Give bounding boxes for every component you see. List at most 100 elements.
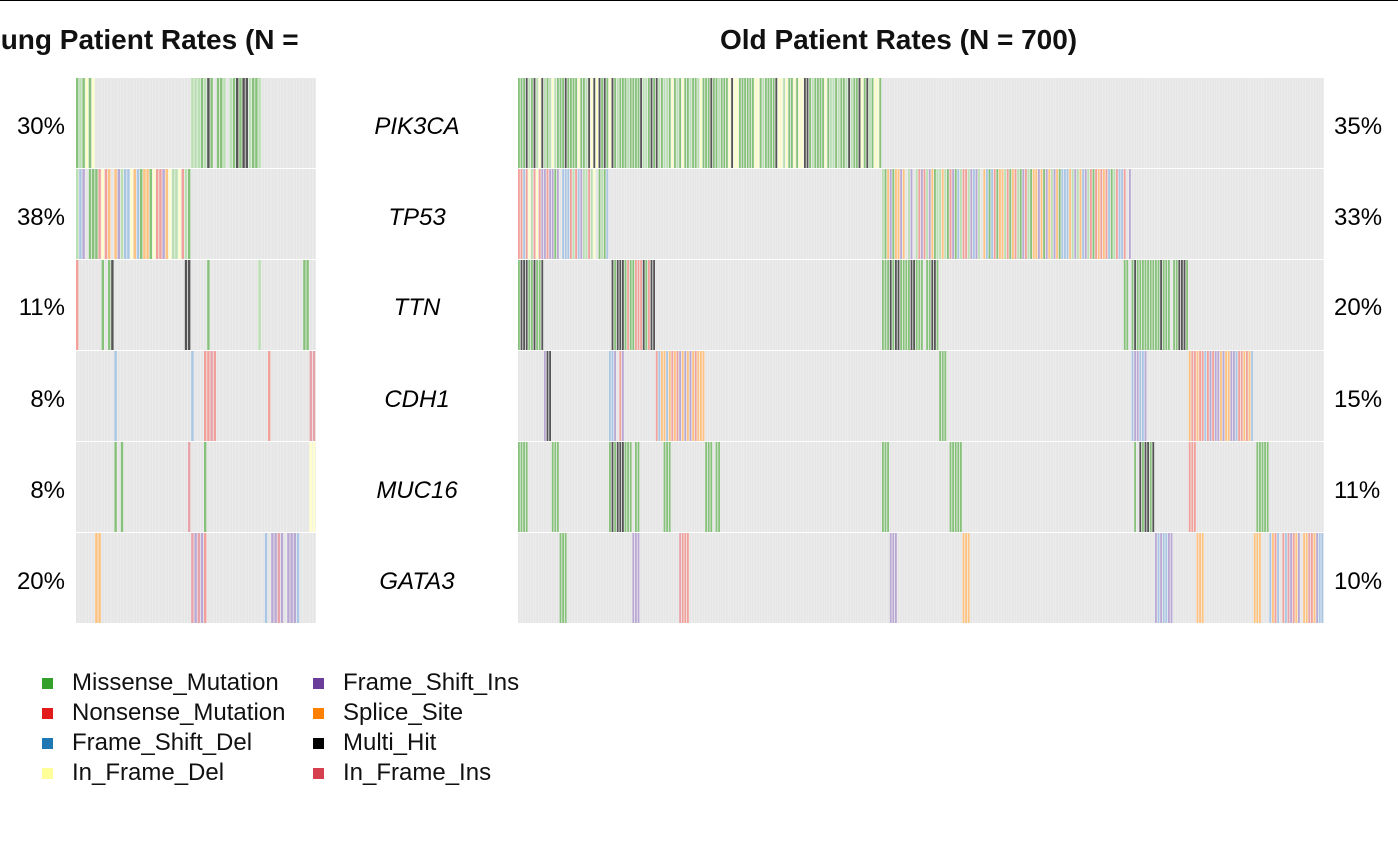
old-cell [538,533,541,623]
old-cell [642,260,645,350]
old-cell [1051,442,1053,532]
old-cell [1285,533,1287,623]
old-cell [1240,351,1243,441]
old-cell [572,169,575,259]
old-cell [694,260,697,350]
young-cell [200,260,204,350]
old-cell [832,351,835,441]
young-cell [76,169,79,259]
old-cell [1001,533,1004,623]
old-cell [593,169,596,259]
old-cell [991,442,993,532]
old-cell [1116,169,1118,259]
young-cell [95,260,98,350]
old-cell [1162,533,1165,623]
old-cell [1222,442,1225,532]
old-cell [1178,260,1181,350]
old-cell [1168,169,1170,259]
old-cell [1009,169,1012,259]
old-cell [1022,351,1025,441]
old-cell [1160,442,1162,532]
old-cell [1061,78,1064,168]
old-cell [720,78,723,168]
old-cell [668,533,671,623]
old-cell [975,442,978,532]
young-cell [104,351,108,441]
old-cell [765,78,767,168]
old-cell [1027,169,1030,259]
old-cell [1227,351,1230,441]
young-cell [152,442,156,532]
young-cell [79,533,82,623]
old-cell [931,78,934,168]
old-cell [822,351,824,441]
old-cell [588,351,590,441]
young-cell [280,351,284,441]
old-cell [1308,78,1311,168]
old-cell [757,169,759,259]
legend-swatch [313,768,324,779]
old-cell [923,169,926,259]
old-cell [739,351,741,441]
old-cell [741,78,744,168]
young-cell [226,351,229,441]
old-cell [962,78,965,168]
old-cell [528,260,531,350]
old-cell [1058,442,1061,532]
old-cell [822,169,824,259]
old-cell [564,260,567,350]
old-cell [549,533,551,623]
young-cell [98,260,101,350]
old-cell [1183,260,1186,350]
young-cell [114,442,117,532]
old-cell [1191,78,1194,168]
young-cell [175,169,178,259]
old-cell [1142,442,1144,532]
old-cell [541,78,544,168]
old-cell [601,533,603,623]
old-cell [583,260,585,350]
old-cell [1274,442,1277,532]
young-cell [143,533,146,623]
old-cell [1082,260,1084,350]
old-cell [1092,533,1095,623]
old-cell [775,533,778,623]
old-cell [988,78,991,168]
old-cell [679,260,681,350]
old-cell [926,260,928,350]
young-cell [88,442,92,532]
old-cell [770,442,772,532]
old-cell [603,442,606,532]
old-cell [913,169,915,259]
young-cell [82,351,85,441]
old-cell [941,169,944,259]
young-cell [213,442,216,532]
young-cell [197,442,200,532]
young-cell [264,533,268,623]
old-cell [1212,169,1214,259]
old-cell [978,260,980,350]
old-cell [1051,260,1053,350]
young-cell [242,260,245,350]
young-cell [197,260,200,350]
young-cell [309,442,312,532]
young-cell [88,351,92,441]
old-cell [1084,169,1087,259]
old-cell [1222,78,1225,168]
old-cell [546,169,549,259]
young-cell [143,260,146,350]
old-cell [791,442,793,532]
old-cell [1201,533,1204,623]
young-cell [146,351,149,441]
old-cell [684,351,687,441]
old-cell [1162,260,1165,350]
old-cell [1110,260,1113,350]
old-cell [619,169,622,259]
old-cell [1186,351,1188,441]
old-cell [1074,78,1077,168]
young-cell [255,260,258,350]
old-cell [986,169,988,259]
young-cell [226,169,229,259]
young-cell [280,78,284,168]
old-cell [827,260,830,350]
